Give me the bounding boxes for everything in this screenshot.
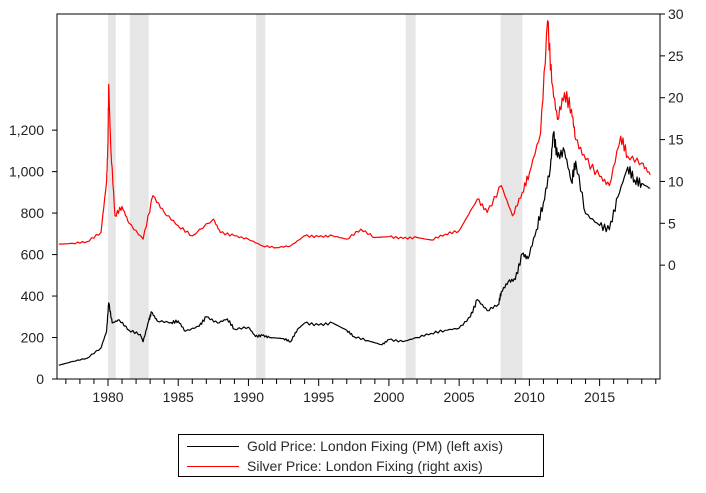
x-tick-label: 2005 bbox=[444, 389, 475, 405]
left-y-tick-label: 800 bbox=[21, 205, 45, 221]
gold-price-line bbox=[58, 131, 651, 366]
legend-item-gold: Gold Price: London Fixing (PM) (left axi… bbox=[187, 436, 503, 456]
x-tick-label: 1995 bbox=[303, 389, 334, 405]
recession-band bbox=[405, 14, 416, 379]
legend-swatch-gold bbox=[187, 445, 239, 447]
right-y-axis: 0 5 10 15 20 25 30 bbox=[660, 6, 684, 273]
right-y-tick-label: 30 bbox=[668, 6, 684, 22]
recession-band bbox=[129, 14, 149, 379]
recession-band bbox=[500, 14, 523, 379]
legend-label-gold: Gold Price: London Fixing (PM) (left axi… bbox=[247, 438, 503, 454]
right-y-tick-label: 25 bbox=[668, 48, 684, 64]
x-tick-label: 1990 bbox=[233, 389, 264, 405]
left-y-tick-label: 600 bbox=[21, 247, 45, 263]
x-tick-label: 1985 bbox=[163, 389, 194, 405]
legend: Gold Price: London Fixing (PM) (left axi… bbox=[178, 434, 544, 477]
legend-swatch-silver bbox=[187, 465, 239, 467]
right-y-tick-label: 15 bbox=[668, 132, 684, 148]
recession-bands bbox=[107, 14, 523, 379]
x-tick-label: 1980 bbox=[92, 389, 123, 405]
left-y-tick-label: 0 bbox=[36, 371, 44, 387]
left-y-tick-label: 1,000 bbox=[9, 164, 44, 180]
recession-band bbox=[256, 14, 266, 379]
plot-frame bbox=[56, 13, 661, 380]
legend-item-silver: Silver Price: London Fixing (right axis) bbox=[187, 456, 483, 476]
series-lines bbox=[58, 20, 651, 366]
right-y-tick-label: 20 bbox=[668, 90, 684, 106]
right-y-tick-label: 10 bbox=[668, 173, 684, 189]
right-y-tick-label: 5 bbox=[668, 215, 676, 231]
left-y-tick-label: 1,200 bbox=[9, 122, 44, 138]
right-y-tick-label: 0 bbox=[668, 257, 676, 273]
legend-label-silver: Silver Price: London Fixing (right axis) bbox=[247, 458, 483, 474]
x-axis: 1980 1985 1990 1995 2000 2005 2010 2015 bbox=[65, 379, 657, 405]
x-tick-label: 2000 bbox=[373, 389, 404, 405]
recession-band bbox=[107, 14, 116, 379]
x-tick-label: 2010 bbox=[514, 389, 545, 405]
left-y-axis: 0 200 400 600 800 1,000 1,200 bbox=[9, 122, 57, 387]
left-y-tick-label: 400 bbox=[21, 288, 45, 304]
silver-price-line bbox=[58, 20, 651, 249]
x-tick-label: 2015 bbox=[584, 389, 615, 405]
left-y-tick-label: 200 bbox=[21, 330, 45, 346]
